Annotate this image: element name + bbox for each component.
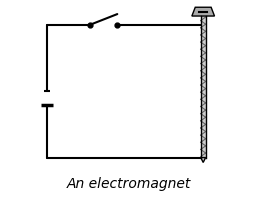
Text: An electromagnet: An electromagnet — [67, 177, 191, 191]
Bar — [201, 16, 206, 158]
Polygon shape — [192, 7, 214, 16]
Polygon shape — [201, 158, 206, 162]
